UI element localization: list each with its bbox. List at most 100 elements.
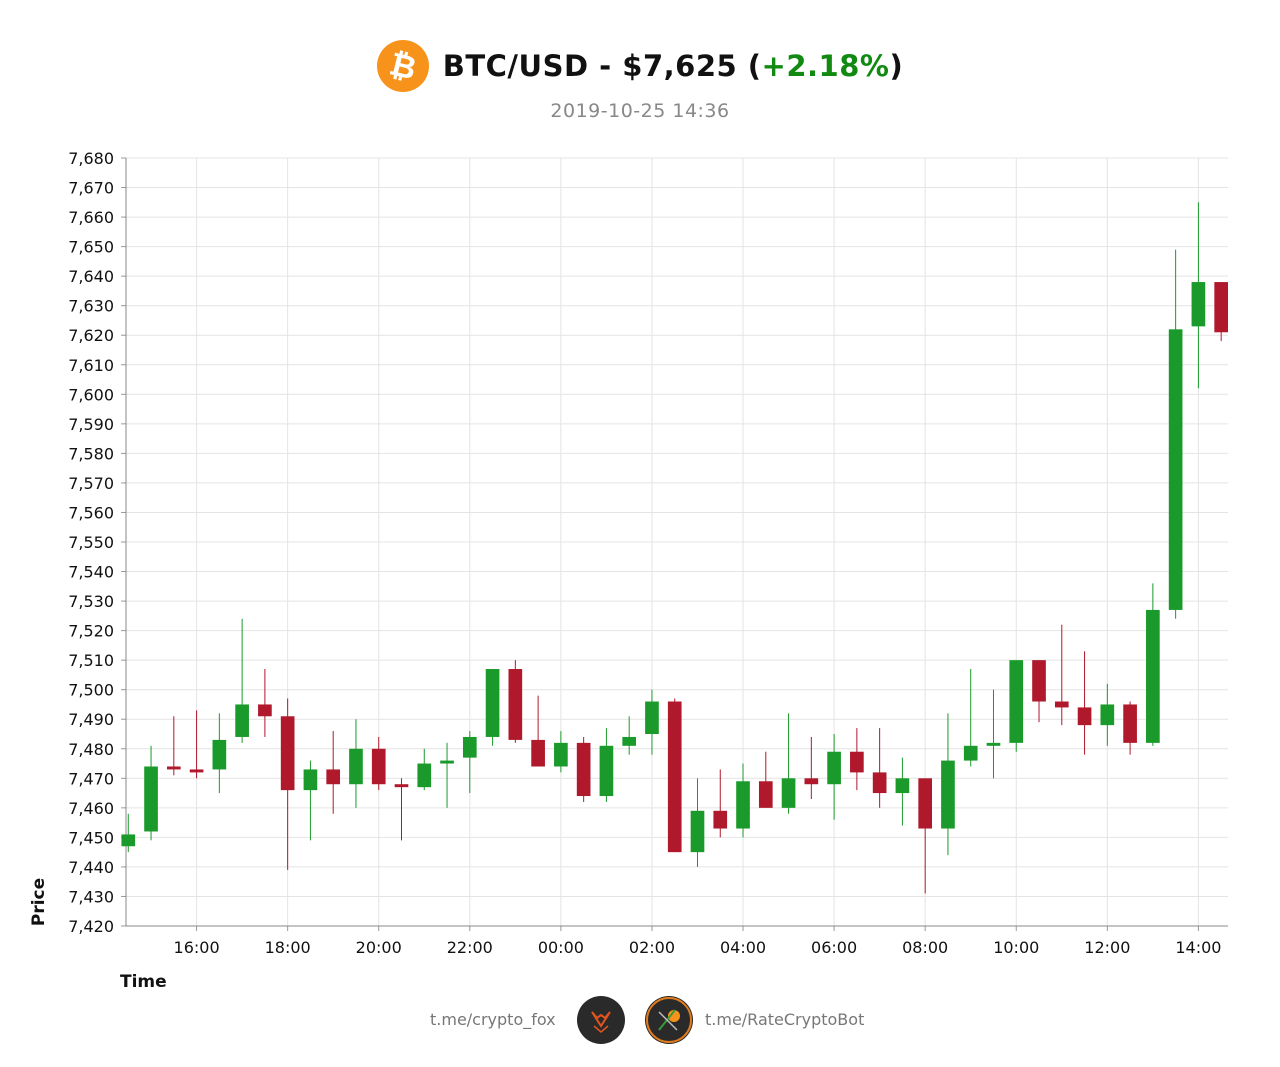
- candle-body-up: [986, 742, 1001, 746]
- y-tick-label: 7,670: [68, 179, 114, 198]
- candle-body-up: [349, 748, 363, 785]
- y-tick-label: 7,550: [68, 533, 114, 552]
- y-tick-label: 7,450: [68, 828, 114, 847]
- candle-body-up: [121, 834, 136, 847]
- candle-body-down: [166, 766, 181, 770]
- candle-body-up: [941, 760, 955, 829]
- x-tick-label: 04:00: [720, 938, 766, 957]
- chart-subtitle: 2019-10-25 14:36: [550, 100, 730, 122]
- candle-body-up: [895, 778, 910, 794]
- candle-body-down: [1214, 282, 1228, 333]
- y-tick-label: 7,590: [68, 415, 114, 434]
- candle-body-up: [1009, 660, 1024, 743]
- candle-body-up: [1168, 329, 1183, 610]
- footer: t.me/crypto_fox t.me/RateCryptoBot: [0, 996, 1280, 1048]
- y-tick-label: 7,540: [68, 563, 114, 582]
- ratecryptobot-logo-icon: [645, 996, 693, 1044]
- candle-body-up: [235, 704, 249, 737]
- candle-body-down: [326, 769, 341, 785]
- y-tick-label: 7,630: [68, 297, 114, 316]
- candle-body-down: [576, 742, 591, 797]
- x-tick-label: 22:00: [447, 938, 493, 957]
- y-tick-label: 7,420: [68, 917, 114, 936]
- x-axis-title: Time: [120, 972, 167, 992]
- candle-body-up: [212, 739, 227, 770]
- candle-body-down: [713, 810, 728, 829]
- y-tick-label: 7,600: [68, 385, 114, 404]
- y-tick-label: 7,490: [68, 710, 114, 729]
- x-tick-label: 08:00: [902, 938, 948, 957]
- chart-title: BTC/USD - $7,625 (+2.18%): [443, 49, 903, 83]
- y-tick-label: 7,480: [68, 740, 114, 759]
- y-tick-label: 7,470: [68, 769, 114, 788]
- y-tick-label: 7,560: [68, 503, 114, 522]
- footer-link-ratecryptobot[interactable]: t.me/RateCryptoBot: [705, 1010, 865, 1029]
- y-tick-label: 7,640: [68, 267, 114, 286]
- chart-header: ₿ BTC/USD - $7,625 (+2.18%): [0, 34, 1280, 98]
- x-tick-label: 00:00: [538, 938, 584, 957]
- price-change: +2.18%: [761, 49, 890, 83]
- candle-body-down: [1054, 701, 1069, 708]
- candle-body-up: [144, 766, 158, 832]
- x-tick-label: 02:00: [629, 938, 675, 957]
- x-tick-label: 18:00: [265, 938, 311, 957]
- candle-body-up: [303, 769, 318, 791]
- title-suffix: ): [889, 49, 904, 83]
- candle-body-up: [462, 736, 477, 758]
- y-tick-label: 7,650: [68, 238, 114, 257]
- x-tick-label: 12:00: [1084, 938, 1130, 957]
- y-tick-label: 7,520: [68, 622, 114, 641]
- candle-body-up: [781, 778, 796, 808]
- x-tick-label: 16:00: [174, 938, 220, 957]
- candle-body-down: [918, 778, 933, 829]
- candle-body-down: [394, 784, 409, 788]
- candle-body-up: [622, 736, 637, 746]
- candle-body-up: [440, 760, 454, 764]
- y-tick-label: 7,570: [68, 474, 114, 493]
- candle-body-down: [1032, 660, 1046, 702]
- y-tick-label: 7,440: [68, 858, 114, 877]
- candle-body-up: [554, 742, 568, 767]
- x-tick-label: 06:00: [811, 938, 857, 957]
- candle-body-down: [758, 781, 773, 808]
- y-tick-label: 7,500: [68, 681, 114, 700]
- candle-body-up: [485, 669, 500, 737]
- y-tick-label: 7,620: [68, 326, 114, 345]
- y-tick-label: 7,680: [68, 149, 114, 168]
- y-tick-label: 7,460: [68, 799, 114, 818]
- candle-body-down: [371, 748, 386, 785]
- candle-body-down: [1123, 704, 1137, 743]
- y-tick-label: 7,580: [68, 444, 114, 463]
- candle-body-up: [417, 763, 432, 788]
- x-tick-label: 20:00: [356, 938, 402, 957]
- candle-body-up: [599, 745, 614, 797]
- bitcoin-icon: ₿: [376, 40, 429, 92]
- candle-body-up: [827, 751, 841, 785]
- candle-body-down: [508, 669, 523, 740]
- y-tick-label: 7,610: [68, 356, 114, 375]
- candle-body-down: [258, 704, 272, 717]
- candle-body-down: [531, 739, 545, 767]
- candle-body-down: [1077, 707, 1092, 726]
- candle-body-up: [645, 701, 659, 734]
- footer-link-crypto-fox[interactable]: t.me/crypto_fox: [430, 1010, 556, 1029]
- x-tick-label: 10:00: [993, 938, 1039, 957]
- candle-body-up: [736, 781, 750, 829]
- candle-body-down: [872, 772, 887, 794]
- fox-logo-icon: [577, 996, 625, 1044]
- candle-body-down: [667, 701, 682, 853]
- candle-body-up: [1146, 609, 1160, 743]
- candle-body-up: [690, 810, 705, 853]
- y-axis-title: Price: [29, 878, 49, 926]
- y-tick-label: 7,660: [68, 208, 114, 227]
- title-prefix: BTC/USD - $7,625 (: [442, 49, 762, 83]
- y-tick-label: 7,530: [68, 592, 114, 611]
- candle-body-down: [280, 716, 295, 791]
- candle-body-down: [189, 769, 204, 773]
- candle-body-up: [963, 745, 978, 761]
- y-tick-label: 7,510: [68, 651, 114, 670]
- x-tick-label: 14:00: [1175, 938, 1221, 957]
- y-tick-label: 7,430: [68, 887, 114, 906]
- candle-body-down: [804, 778, 819, 785]
